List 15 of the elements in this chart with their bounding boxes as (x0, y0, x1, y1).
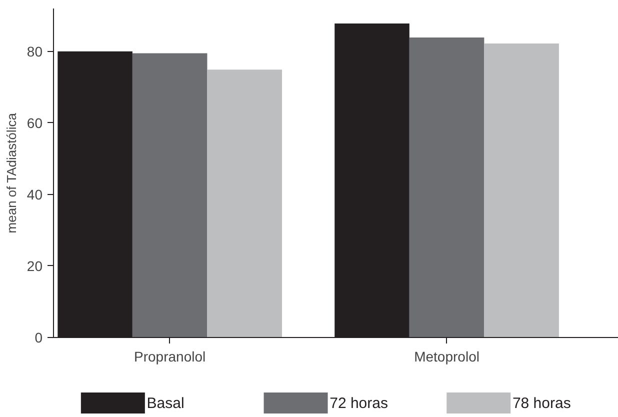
bar (484, 44, 559, 338)
x-tick-label: Metoprolol (414, 348, 480, 364)
x-tick-label: Propranolol (134, 348, 206, 364)
y-tick-label: 20 (26, 258, 43, 274)
legend-label: Basal (146, 395, 184, 412)
legend-label: 78 horas (512, 395, 571, 412)
y-tick-label: 60 (26, 114, 43, 131)
bar (207, 70, 282, 338)
bar (409, 37, 484, 338)
y-axis-title: mean of TAdiastólica (4, 112, 19, 234)
bar (132, 53, 208, 338)
y-tick-label: 40 (26, 186, 43, 202)
y-tick-label: 80 (26, 43, 43, 60)
y-tick-label: 0 (34, 330, 43, 346)
legend-label: 72 horas (330, 395, 388, 412)
